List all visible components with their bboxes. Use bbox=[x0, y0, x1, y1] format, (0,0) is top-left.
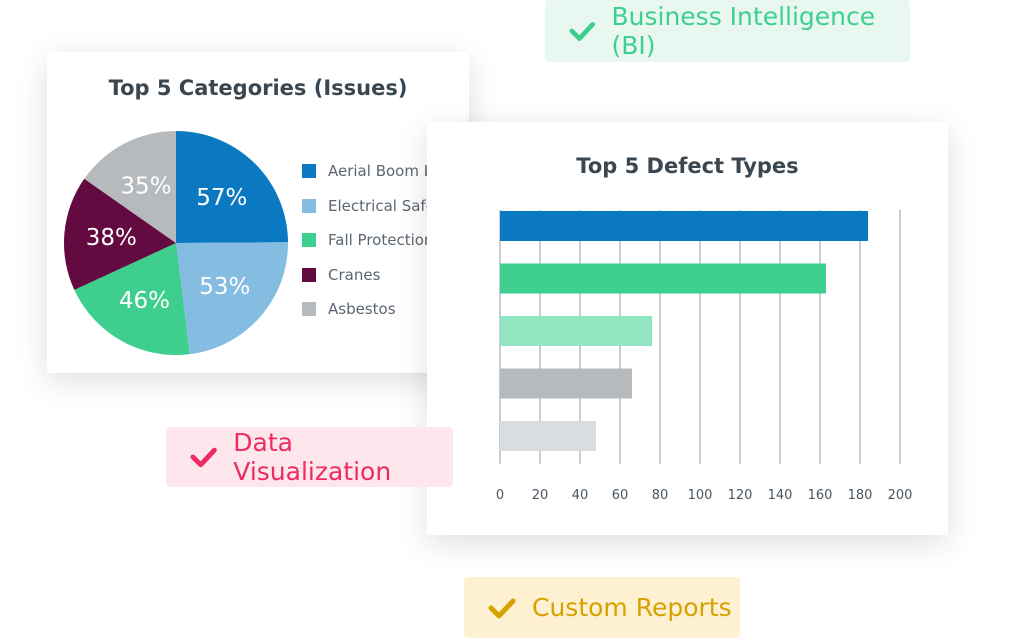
pie-slice-0 bbox=[176, 131, 288, 243]
pie-slice-4 bbox=[84, 131, 176, 243]
pie-slice-label: 57% bbox=[196, 185, 247, 211]
legend-label: Cranes bbox=[328, 265, 381, 284]
x-tick-label: 100 bbox=[688, 488, 713, 503]
pie-slice-2 bbox=[74, 243, 190, 355]
badge-label: Custom Reports bbox=[532, 593, 732, 622]
pie-slice-label: 38% bbox=[86, 225, 137, 251]
legend-label: Fall Protection bbox=[328, 231, 434, 250]
x-tick-label: 160 bbox=[808, 488, 833, 503]
legend-swatch bbox=[302, 302, 316, 317]
x-tick-label: 20 bbox=[532, 488, 549, 503]
legend-label: Asbestos bbox=[328, 300, 396, 319]
pie-chart: 57% 53% 46% 38% 35% bbox=[63, 131, 288, 355]
pie-slice-label: 46% bbox=[119, 288, 170, 314]
x-tick-label: 80 bbox=[652, 488, 669, 503]
x-tick-label: 140 bbox=[768, 488, 793, 503]
badge-label: Data Visualization bbox=[233, 428, 392, 486]
pie-slice-label: 35% bbox=[120, 173, 171, 199]
x-tick-label: 60 bbox=[612, 488, 629, 503]
pie-chart-title: Top 5 Categories (Issues) bbox=[108, 76, 408, 100]
x-tick-label: 40 bbox=[572, 488, 589, 503]
legend-item: Aerial Boom Lifts bbox=[302, 154, 455, 189]
badge-custom-reports: Custom Reports bbox=[464, 577, 740, 638]
bar-1 bbox=[500, 263, 826, 294]
x-tick-label: 0 bbox=[496, 488, 504, 503]
x-tick-label: 200 bbox=[888, 488, 913, 503]
legend-item: Fall Protection bbox=[302, 223, 455, 258]
x-tick-label: 180 bbox=[848, 488, 873, 503]
badge-label: Business Intelligence (BI) bbox=[611, 2, 876, 60]
check-icon bbox=[488, 598, 516, 618]
legend-swatch bbox=[302, 164, 316, 179]
x-tick-label: 120 bbox=[728, 488, 753, 503]
check-icon bbox=[190, 447, 217, 468]
pie-chart-card: Top 5 Categories (Issues) 57% 53% 46% 38% 35… bbox=[47, 52, 469, 373]
bar-2 bbox=[500, 316, 652, 346]
pie-slice-3 bbox=[63, 178, 176, 290]
bar-0 bbox=[500, 211, 868, 241]
legend-swatch bbox=[302, 198, 316, 213]
legend-swatch bbox=[302, 233, 316, 248]
badge-business-intelligence: Business Intelligence (BI) bbox=[545, 0, 910, 62]
legend-item: Electrical Safety bbox=[302, 189, 455, 224]
badge-data-visualization: Data Visualization bbox=[166, 427, 453, 487]
pie-slice-1 bbox=[176, 242, 288, 355]
pie-slice-label: 53% bbox=[199, 274, 250, 300]
legend-swatch bbox=[302, 267, 316, 282]
legend-item: Cranes bbox=[302, 258, 455, 293]
bar-4 bbox=[500, 421, 596, 451]
bar-chart: 0 20 40 60 80 100 120 140 160 180 200 bbox=[496, 210, 913, 503]
bar-3 bbox=[500, 368, 632, 399]
bar-chart-title: Top 5 Defect Types bbox=[576, 154, 799, 178]
legend-label: Electrical Safety bbox=[328, 196, 450, 215]
legend-label: Aerial Boom Lifts bbox=[328, 162, 455, 181]
pie-legend: Aerial Boom Lifts Electrical Safety Fall P… bbox=[302, 154, 455, 327]
check-icon bbox=[569, 22, 596, 41]
legend-item: Asbestos bbox=[302, 292, 455, 327]
bar-chart-card: Top 5 Defect Types 0 20 40 60 80 100 120 140 160… bbox=[427, 122, 948, 535]
